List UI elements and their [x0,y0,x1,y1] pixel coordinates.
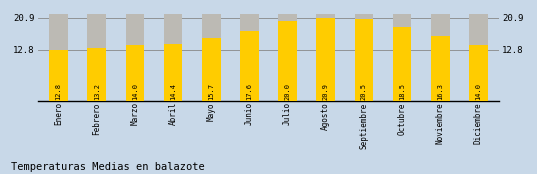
Bar [202,14,221,101]
Bar [469,45,488,101]
Bar [164,44,183,101]
Text: 14.0: 14.0 [475,83,481,100]
Text: 13.2: 13.2 [94,83,100,100]
Text: 14.4: 14.4 [170,83,176,100]
Text: 12.8: 12.8 [56,83,62,100]
Bar [393,27,411,101]
Bar [88,14,106,101]
Bar [240,14,259,101]
Bar [126,14,144,101]
Text: 20.9: 20.9 [323,83,329,100]
Bar [88,48,106,101]
Text: 20.0: 20.0 [285,83,291,100]
Bar [316,18,335,101]
Bar [354,19,373,101]
Bar [316,14,335,101]
Text: 16.3: 16.3 [437,83,443,100]
Bar [240,31,259,101]
Bar [126,45,144,101]
Text: 14.0: 14.0 [132,83,138,100]
Bar [469,14,488,101]
Bar [354,14,373,101]
Text: 17.6: 17.6 [246,83,252,100]
Bar [164,14,183,101]
Bar [393,14,411,101]
Bar [49,14,68,101]
Bar [278,14,297,101]
Bar [202,38,221,101]
Text: 15.7: 15.7 [208,83,214,100]
Text: Temperaturas Medias en balazote: Temperaturas Medias en balazote [11,162,205,172]
Bar [431,36,449,101]
Text: 20.5: 20.5 [361,83,367,100]
Bar [431,14,449,101]
Text: 18.5: 18.5 [399,83,405,100]
Bar [278,21,297,101]
Bar [49,50,68,101]
